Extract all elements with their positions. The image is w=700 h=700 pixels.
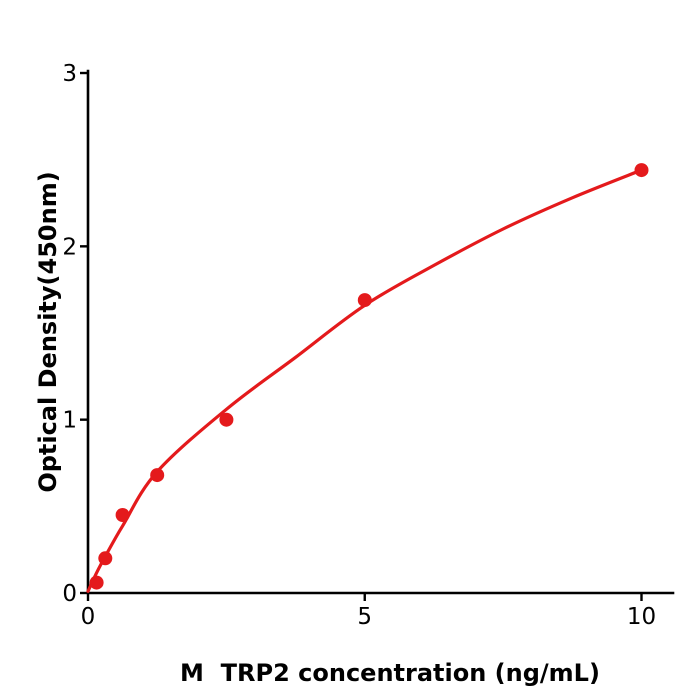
data-point <box>219 412 234 427</box>
data-point <box>89 575 104 590</box>
x-axis-title: M TRP2 concentration (ng/mL) <box>180 659 600 687</box>
x-axis-ticks: 0 5 10 <box>81 593 656 630</box>
x-tick-label: 10 <box>627 604 656 630</box>
axes <box>86 69 675 595</box>
y-tick-label: 0 <box>62 581 77 607</box>
data-point <box>634 163 649 178</box>
y-tick-label: 2 <box>62 234 77 260</box>
fit-curve-line <box>86 168 644 593</box>
x-tick-label: 0 <box>81 604 96 630</box>
y-tick-label: 3 <box>62 61 77 87</box>
data-points <box>89 163 649 590</box>
data-point <box>98 551 113 566</box>
axis-spines <box>86 69 675 595</box>
y-tick-label: 1 <box>62 408 77 434</box>
x-tick-label: 5 <box>357 604 372 630</box>
data-point <box>357 293 372 308</box>
y-axis-title: Optical Density(450nm) <box>34 171 62 492</box>
data-point <box>115 508 130 522</box>
data-point <box>150 468 165 483</box>
y-axis-ticks: 0 1 2 3 <box>62 61 88 607</box>
